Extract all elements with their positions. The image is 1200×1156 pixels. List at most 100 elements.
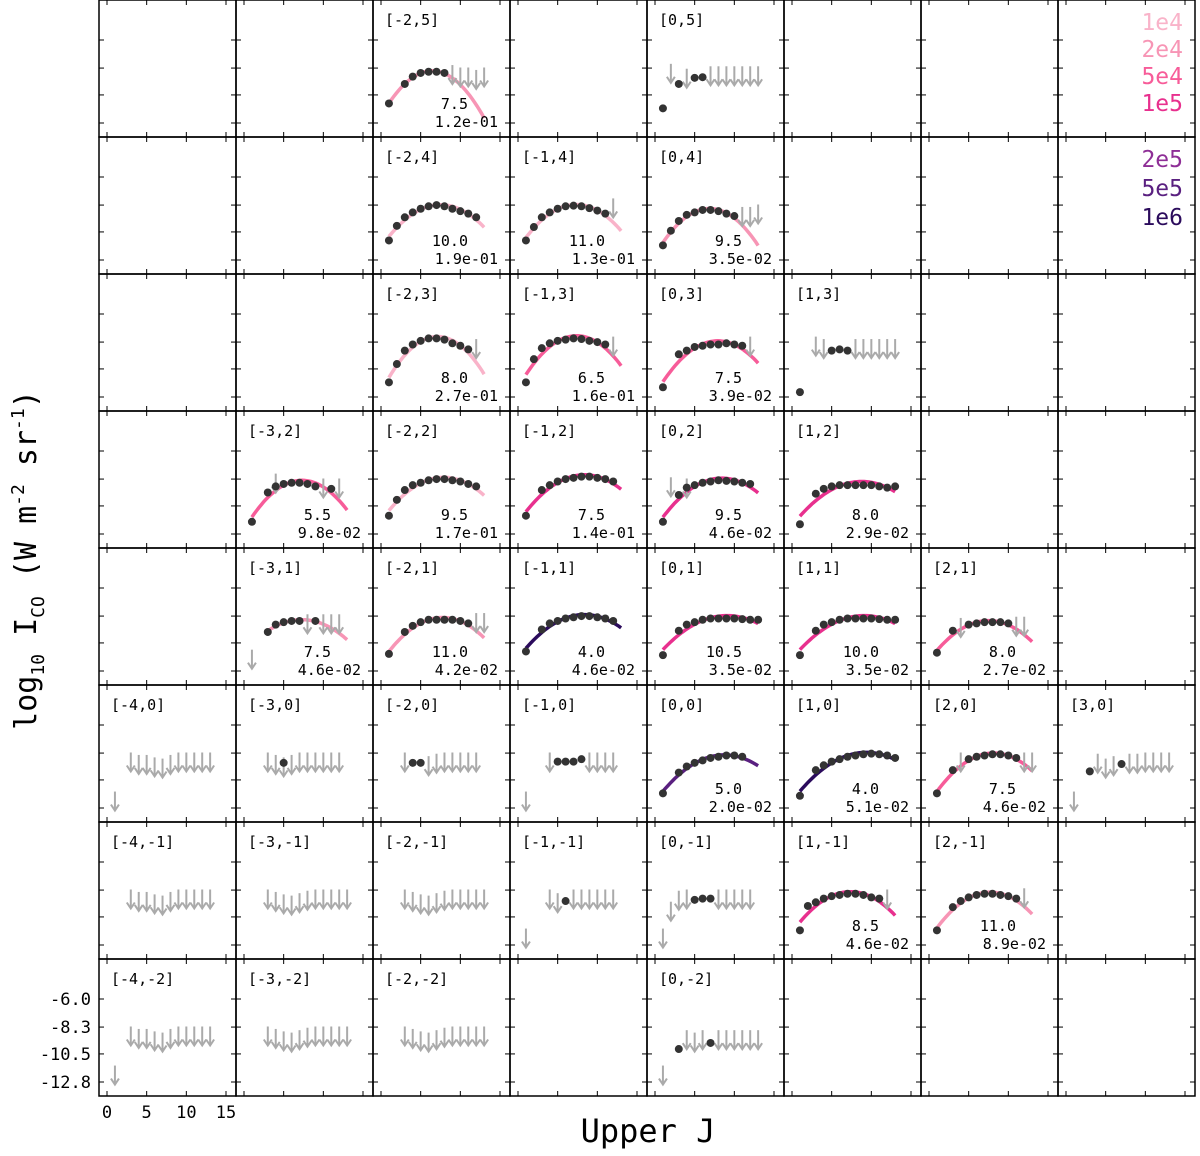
panel--4_-1: [-4,-1] — [111, 833, 215, 917]
grid-cell — [509, 0, 648, 138]
grid-cell — [98, 0, 237, 138]
detection-point — [424, 334, 433, 343]
cell-frame — [509, 0, 648, 138]
upper-limit-arrow — [471, 752, 482, 774]
upper-limit-arrow — [262, 889, 273, 911]
upper-limit-arrow — [1019, 888, 1030, 910]
cell-frame — [1057, 821, 1196, 960]
fit-curve — [387, 334, 486, 379]
detection-point — [400, 79, 409, 88]
upper-limit-arrow — [125, 752, 136, 774]
panel-annotation-ratio: 4.2e-02 — [435, 661, 498, 679]
upper-limit-arrow — [141, 891, 152, 913]
upper-limit-arrow — [882, 889, 893, 911]
panel-annotation-ratio: 2.0e-02 — [709, 798, 772, 816]
panel-label: [0,2] — [659, 422, 704, 440]
detection-point — [674, 1045, 683, 1054]
detection-point — [448, 615, 457, 624]
detection-point — [529, 223, 538, 232]
detection-point — [553, 204, 562, 213]
upper-limit-arrow — [666, 901, 676, 923]
detection-point — [851, 751, 860, 760]
detection-point — [843, 889, 852, 898]
upper-limit-arrow — [592, 752, 603, 774]
panel-label: [1,1] — [796, 559, 841, 577]
panel-annotation-value: 8.0 — [441, 369, 468, 387]
upper-limit-arrow — [1011, 616, 1022, 638]
detection-point — [521, 511, 530, 520]
panel-annotation-ratio: 1.3e-01 — [572, 250, 635, 268]
cell-frame — [235, 0, 374, 138]
upper-limit-arrow — [600, 752, 611, 774]
upper-limit-arrow — [334, 614, 345, 636]
upper-limit-arrow — [729, 1030, 740, 1051]
detection-point — [972, 890, 981, 899]
upper-limit-arrow — [658, 1065, 668, 1087]
upper-limit-arrow — [455, 1026, 466, 1048]
upper-limit-arrow — [882, 339, 893, 360]
detection-point — [601, 475, 610, 484]
legend-entry: 5e4 — [1141, 64, 1183, 90]
detection-point — [384, 378, 393, 387]
y-axis-title-log: log — [9, 676, 44, 730]
upper-limit-arrow — [310, 1026, 321, 1048]
x-tick-label: 0 — [102, 1103, 112, 1123]
upper-limit-arrow — [173, 889, 184, 911]
panel--2_-2: [-2,-2] — [385, 970, 489, 1054]
detection-point — [658, 517, 667, 526]
panel-annotation-ratio: 3.5e-02 — [846, 661, 909, 679]
detection-point — [537, 625, 546, 634]
upper-limit-arrow — [447, 752, 458, 774]
detection-point — [577, 612, 586, 621]
upper-limit-arrow — [262, 752, 273, 774]
upper-limit-arrow — [270, 891, 281, 913]
upper-limit-arrow — [721, 889, 732, 911]
grid-cell — [509, 958, 648, 1097]
panel--3_-2: [-3,-2] — [248, 970, 352, 1054]
upper-limit-arrow — [729, 66, 740, 88]
panel--2_5: [-2,5] 7.51.2e-01 — [384, 11, 498, 131]
detection-point — [972, 619, 981, 628]
detection-point — [843, 481, 852, 490]
detection-point — [964, 620, 973, 629]
detection-point — [569, 334, 578, 343]
detection-point — [658, 104, 667, 113]
detection-point — [730, 477, 739, 486]
detection-point — [440, 68, 449, 77]
panel-annotation-ratio: 5.1e-02 — [846, 798, 909, 816]
detection-point — [295, 478, 304, 487]
y-tick-label: -8.3 — [50, 1018, 91, 1038]
detection-point — [827, 757, 836, 766]
y-axis-title-exp1: -2 — [8, 484, 29, 506]
detection-point — [440, 475, 449, 484]
detection-point — [416, 618, 425, 627]
panel-label: [-4,-2] — [111, 970, 174, 988]
detection-point — [690, 481, 699, 490]
panel-annotation-ratio: 4.6e-02 — [846, 935, 909, 953]
detection-point — [456, 477, 465, 486]
detection-point — [432, 615, 441, 624]
detection-point — [722, 751, 731, 760]
upper-limit-arrow — [189, 1026, 200, 1048]
panel-1_-1: [1,-1] 8.54.6e-02 — [795, 833, 909, 953]
upper-limit-arrow — [463, 752, 474, 774]
panel-label: [-3,-2] — [248, 970, 311, 988]
detection-point — [658, 383, 667, 392]
detection-point — [464, 209, 473, 218]
detection-point — [279, 479, 288, 488]
panel-annotation-value: 4.0 — [578, 643, 605, 661]
detection-point — [867, 481, 876, 490]
panel-annotation-ratio: 1.6e-01 — [572, 387, 635, 405]
upper-limit-arrow — [149, 894, 160, 916]
upper-limit-arrow — [310, 752, 321, 774]
upper-limit-arrow — [189, 889, 200, 911]
panel-label: [-3,1] — [248, 559, 302, 577]
panel-label: [1,-1] — [796, 833, 850, 851]
upper-limit-arrow — [318, 614, 329, 636]
detection-point — [835, 615, 844, 624]
detection-point — [674, 768, 683, 777]
panel--3_-1: [-3,-1] — [248, 833, 352, 917]
detection-point — [891, 753, 900, 762]
panel--3_2: [-3,2] 5.59.8e-02 — [247, 422, 361, 542]
detection-point — [875, 482, 884, 491]
